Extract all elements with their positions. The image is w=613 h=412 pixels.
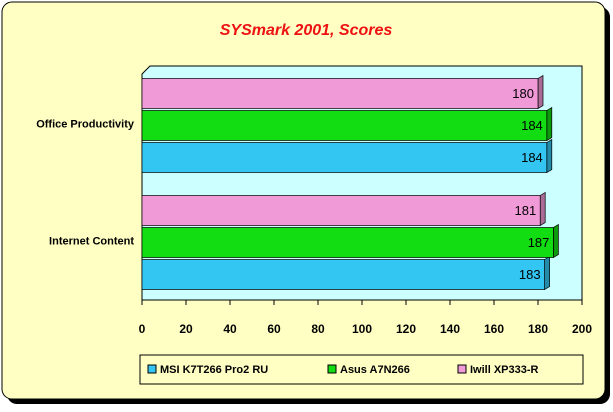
bar [141,142,548,173]
data-label: 187 [528,235,550,250]
data-label: 184 [521,150,543,165]
x-tick-label: 160 [484,322,504,336]
data-label: 181 [514,203,536,218]
x-tick-label: 200 [572,322,592,336]
x-tick-label: 100 [352,322,372,336]
x-tick-label: 120 [396,322,416,336]
x-tick-label: 40 [223,322,237,336]
x-tick-label: 20 [179,322,193,336]
bar-side [544,255,550,291]
x-tick-label: 80 [311,322,325,336]
bar [141,259,545,290]
data-label: 183 [519,267,541,282]
bar-side [546,106,553,142]
bar [141,110,548,141]
x-tick-label: 180 [528,322,548,336]
data-label: 184 [521,118,543,133]
legend-swatch [327,364,337,374]
bar [141,195,541,226]
data-label: 180 [512,86,534,101]
bar-side [546,138,553,174]
x-tick-label: 140 [440,322,460,336]
legend-swatch [457,364,467,374]
x-tick-label: 60 [267,322,281,336]
bar [141,78,539,109]
legend-label: MSI K7T266 Pro2 RU [160,364,268,376]
y-tick-label: Office Productivity [36,118,135,130]
y-tick-label: Internet Content [49,235,134,247]
bar-side [537,74,544,110]
bar [141,227,554,258]
legend [139,354,584,385]
bar-side [553,223,559,259]
legend-label: Iwill XP333-R [470,364,539,376]
bar-side [539,191,546,227]
x-tick-label: 0 [139,322,146,336]
chart-title: SYSmark 2001, Scores [220,22,393,39]
legend-swatch [147,364,157,374]
legend-label: Asus A7N266 [340,364,410,376]
